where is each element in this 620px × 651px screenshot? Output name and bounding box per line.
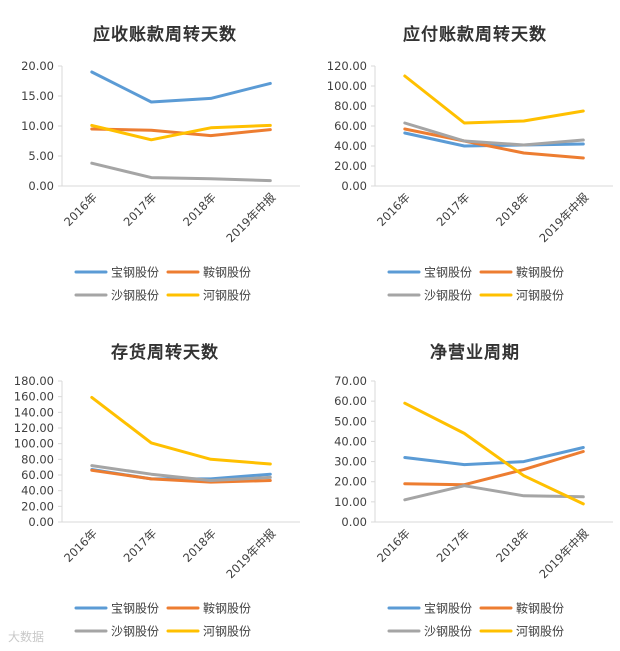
series-line-4 — [90, 123, 272, 142]
y-tick-label: 50.00 — [334, 414, 367, 428]
legend-label: 河钢股份 — [203, 625, 251, 639]
series-line-2 — [403, 450, 585, 487]
y-tick-label: 180.00 — [14, 374, 54, 388]
chart-title: 净营业周期 — [430, 342, 520, 363]
x-tick-label: 2016年 — [61, 526, 100, 565]
x-tick-label: 2017年 — [121, 190, 160, 229]
y-tick-label: 140.00 — [14, 405, 54, 419]
y-tick-label: 0.00 — [28, 515, 54, 529]
legend-label: 河钢股份 — [516, 625, 564, 639]
legend-label: 鞍钢股份 — [203, 601, 251, 616]
y-tick-label: 30.00 — [334, 455, 367, 469]
series-line-4 — [403, 74, 585, 125]
x-tick-label: 2016年 — [61, 190, 100, 229]
series-line-3 — [90, 161, 272, 183]
y-tick-label: 20.00 — [334, 475, 367, 489]
y-tick-label: 10.00 — [21, 119, 54, 133]
y-tick-label: 15.00 — [21, 89, 54, 103]
chart-panel-4: 净营业周期 0.00 10.00 20.00 30.00 40.00 50.00 60.00 7… — [334, 342, 613, 639]
legend-label: 鞍钢股份 — [516, 265, 564, 280]
legend-label: 鞍钢股份 — [203, 265, 251, 280]
y-tick-label: 60.00 — [334, 119, 367, 133]
series-line-1 — [403, 446, 585, 467]
series-line-4 — [90, 395, 272, 466]
watermark: 大数据 — [8, 630, 45, 644]
y-tick-label: 80.00 — [334, 99, 367, 113]
y-tick-label: 40.00 — [334, 139, 367, 153]
legend-label: 宝钢股份 — [111, 266, 159, 280]
x-tick-label: 2018年 — [180, 190, 219, 229]
x-tick-label: 2017年 — [434, 190, 473, 229]
legend-label: 沙钢股份 — [424, 625, 472, 639]
chart-title: 应收账款周转天数 — [93, 24, 237, 45]
y-tick-label: 20.00 — [21, 499, 54, 513]
series-line-3 — [90, 464, 272, 482]
x-tick-label: 2017年 — [121, 526, 160, 565]
y-tick-label: 20.00 — [21, 59, 54, 73]
x-tick-label: 2018年 — [493, 190, 532, 229]
series-line-3 — [403, 484, 585, 502]
y-tick-label: 120.00 — [14, 421, 54, 435]
legend-label: 沙钢股份 — [111, 625, 159, 639]
series-line-2 — [90, 468, 272, 484]
y-tick-label: 60.00 — [21, 468, 54, 482]
y-tick-label: 100.00 — [327, 79, 367, 93]
chart-panel-1: 应收账款周转天数 0.00 5.00 10.00 15.00 20.00 2016年 2017… — [21, 24, 300, 303]
y-tick-label: 0.00 — [341, 515, 367, 529]
legend-label: 宝钢股份 — [111, 602, 159, 616]
y-tick-label: 70.00 — [334, 374, 367, 388]
y-tick-label: 10.00 — [334, 495, 367, 509]
x-tick-label: 2017年 — [434, 526, 473, 565]
x-tick-label: 2018年 — [493, 526, 532, 565]
x-tick-label: 2016年 — [374, 526, 413, 565]
y-tick-label: 40.00 — [334, 434, 367, 448]
y-tick-label: 40.00 — [21, 484, 54, 498]
y-tick-label: 0.00 — [28, 179, 54, 193]
y-tick-label: 120.00 — [327, 59, 367, 73]
legend-label: 河钢股份 — [203, 289, 251, 303]
x-tick-label: 2019年中报 — [536, 190, 591, 245]
series-line-1 — [90, 70, 272, 104]
y-tick-label: 0.00 — [341, 179, 367, 193]
series-line-2 — [403, 127, 585, 160]
x-tick-label: 2016年 — [374, 190, 413, 229]
x-tick-label: 2019年中报 — [536, 526, 591, 581]
y-tick-label: 160.00 — [14, 390, 54, 404]
x-tick-label: 2019年中报 — [223, 526, 278, 581]
legend-label: 鞍钢股份 — [516, 601, 564, 616]
x-tick-label: 2019年中报 — [223, 190, 278, 245]
y-tick-label: 5.00 — [28, 149, 54, 163]
y-tick-label: 60.00 — [334, 394, 367, 408]
chart-panel-2: 应付账款周转天数 0.00 20.00 40.00 60.00 80.00 100.00 12… — [327, 24, 613, 303]
legend-label: 沙钢股份 — [111, 289, 159, 303]
y-tick-label: 20.00 — [334, 159, 367, 173]
chart-title: 应付账款周转天数 — [403, 24, 547, 45]
legend-label: 沙钢股份 — [424, 289, 472, 303]
series-line-4 — [403, 401, 585, 506]
x-tick-label: 2018年 — [180, 526, 219, 565]
y-tick-label: 100.00 — [14, 437, 54, 451]
chart-title: 存货周转天数 — [111, 342, 219, 363]
legend-label: 宝钢股份 — [424, 602, 472, 616]
y-tick-label: 80.00 — [21, 452, 54, 466]
legend-label: 宝钢股份 — [424, 266, 472, 280]
series-line-3 — [403, 121, 585, 147]
legend-label: 河钢股份 — [516, 289, 564, 303]
